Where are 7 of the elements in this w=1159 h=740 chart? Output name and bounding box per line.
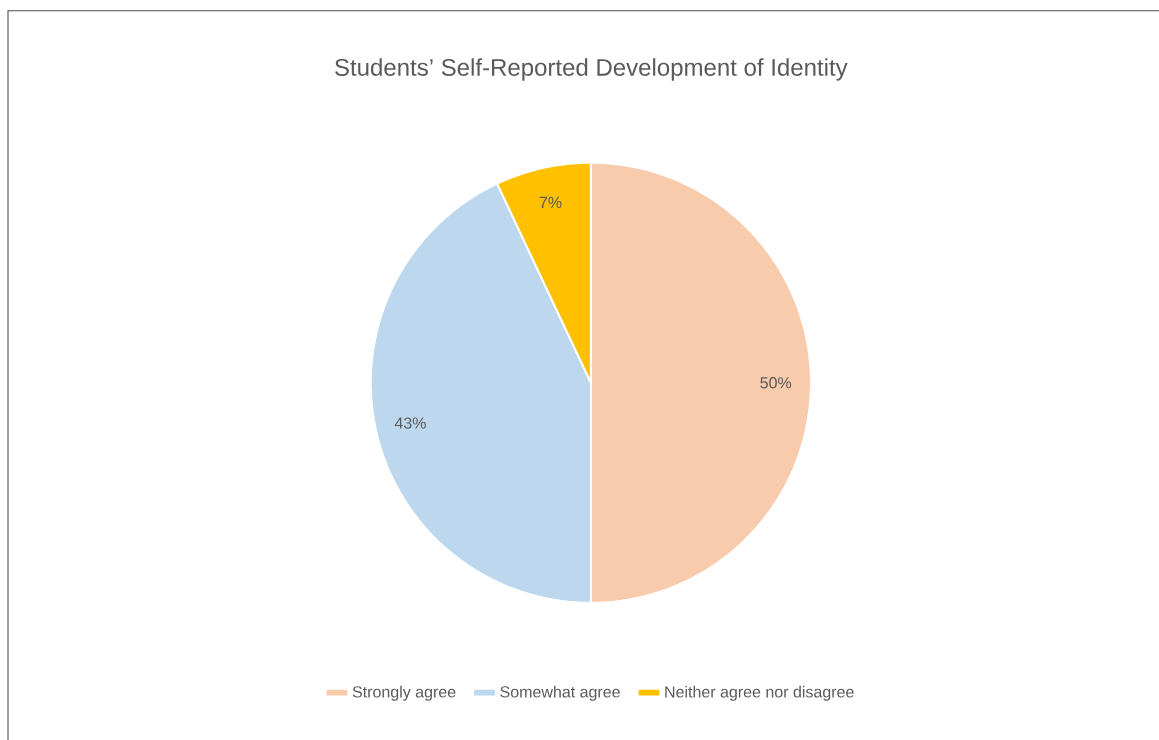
data-label: 7% xyxy=(539,196,562,208)
legend-label: Somewhat agree xyxy=(500,685,620,701)
legend-label: Neither agree nor disagree xyxy=(665,685,854,701)
chart-title: Students’ Self-Reported Development of Identity xyxy=(335,58,848,81)
data-label: 50% xyxy=(760,377,792,389)
legend-label: Strongly agree xyxy=(352,685,456,701)
data-label: 43% xyxy=(394,417,426,429)
